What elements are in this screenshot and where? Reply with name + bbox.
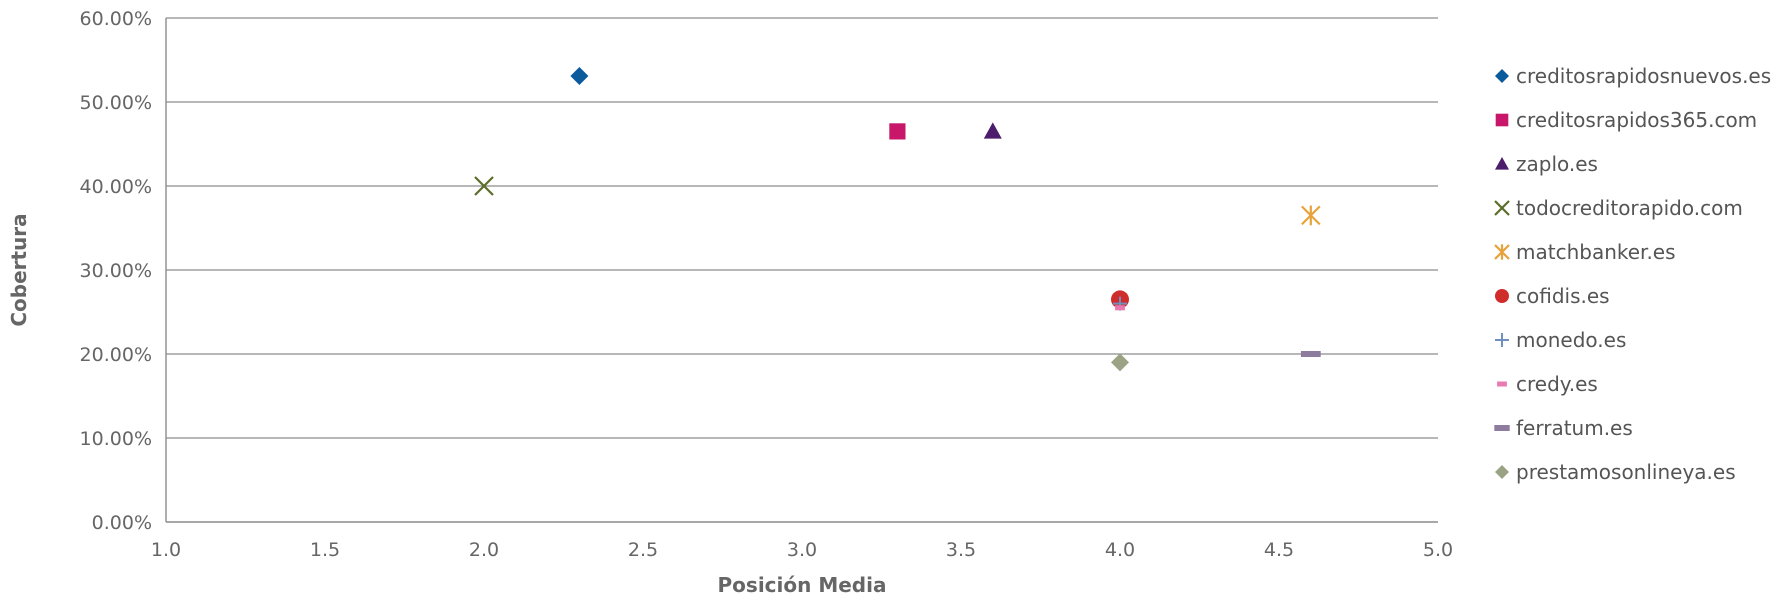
legend-label: zaplo.es xyxy=(1516,152,1598,176)
legend-label: credy.es xyxy=(1516,372,1598,396)
legend-marker xyxy=(1494,425,1510,431)
y-axis-title: Cobertura xyxy=(7,213,31,326)
data-point xyxy=(1301,205,1321,226)
legend-label: monedo.es xyxy=(1516,328,1626,352)
data-point xyxy=(474,176,494,196)
data-point xyxy=(983,122,1002,139)
legend-marker xyxy=(1495,289,1509,303)
legend-label: todocreditorapido.com xyxy=(1516,196,1743,220)
legend-item: prestamosonlineya.es xyxy=(1495,460,1736,484)
legend-item: creditosrapidosnuevos.es xyxy=(1495,64,1771,88)
x-tick-label: 5.0 xyxy=(1423,539,1453,561)
data-points xyxy=(474,66,1321,372)
legend-label: prestamosonlineya.es xyxy=(1516,460,1736,484)
legend-label: creditosrapidosnuevos.es xyxy=(1516,64,1771,88)
legend-item: zaplo.es xyxy=(1495,152,1598,176)
legend-marker xyxy=(1495,113,1509,127)
x-tick-label: 3.5 xyxy=(946,539,976,561)
legend-label: creditosrapidos365.com xyxy=(1516,108,1757,132)
legend-item: credy.es xyxy=(1497,372,1598,396)
data-point xyxy=(1111,353,1129,372)
legend-marker xyxy=(1494,200,1510,216)
legend-label: matchbanker.es xyxy=(1516,240,1676,264)
x-tick-label: 2.0 xyxy=(469,539,499,561)
legend-label: cofidis.es xyxy=(1516,284,1610,308)
x-tick-label: 3.0 xyxy=(787,539,817,561)
tick-labels: 0.00% 10.00% 20.00% 30.00% 40.00% 50.00% 60.00… xyxy=(80,8,1454,561)
y-tick-label: 0.00% xyxy=(92,512,152,534)
gridlines xyxy=(166,17,1438,439)
y-tick-label: 50.00% xyxy=(80,92,152,114)
x-tick-label: 4.5 xyxy=(1264,539,1294,561)
x-tick-label: 1.0 xyxy=(151,539,181,561)
legend-marker xyxy=(1497,381,1507,387)
x-tick-label: 4.0 xyxy=(1105,539,1135,561)
y-tick-label: 10.00% xyxy=(80,428,152,450)
legend-marker xyxy=(1495,465,1509,479)
legend-marker xyxy=(1495,157,1509,170)
legend-item: ferratum.es xyxy=(1494,416,1633,440)
legend-item: matchbanker.es xyxy=(1494,240,1676,264)
legend-marker xyxy=(1495,333,1509,347)
data-point xyxy=(1115,305,1125,311)
legend-marker xyxy=(1495,69,1509,83)
x-tick-label: 1.5 xyxy=(310,539,340,561)
data-point xyxy=(889,123,906,140)
y-tick-label: 30.00% xyxy=(80,260,152,282)
legend-item: creditosrapidos365.com xyxy=(1495,108,1757,132)
x-tick-label: 2.5 xyxy=(628,539,658,561)
legend-item: todocreditorapido.com xyxy=(1494,196,1743,220)
y-tick-label: 60.00% xyxy=(80,8,152,30)
axes xyxy=(165,18,1438,523)
data-point xyxy=(1300,351,1321,357)
legend: creditosrapidosnuevos.es creditosrapidos3… xyxy=(1494,64,1771,484)
legend-item: cofidis.es xyxy=(1495,284,1610,308)
legend-marker xyxy=(1494,244,1510,260)
x-axis-title: Posición Media xyxy=(718,573,887,596)
data-point xyxy=(570,66,589,85)
y-tick-label: 40.00% xyxy=(80,176,152,198)
y-tick-label: 20.00% xyxy=(80,344,152,366)
legend-label: ferratum.es xyxy=(1516,416,1633,440)
legend-item: monedo.es xyxy=(1495,328,1626,352)
